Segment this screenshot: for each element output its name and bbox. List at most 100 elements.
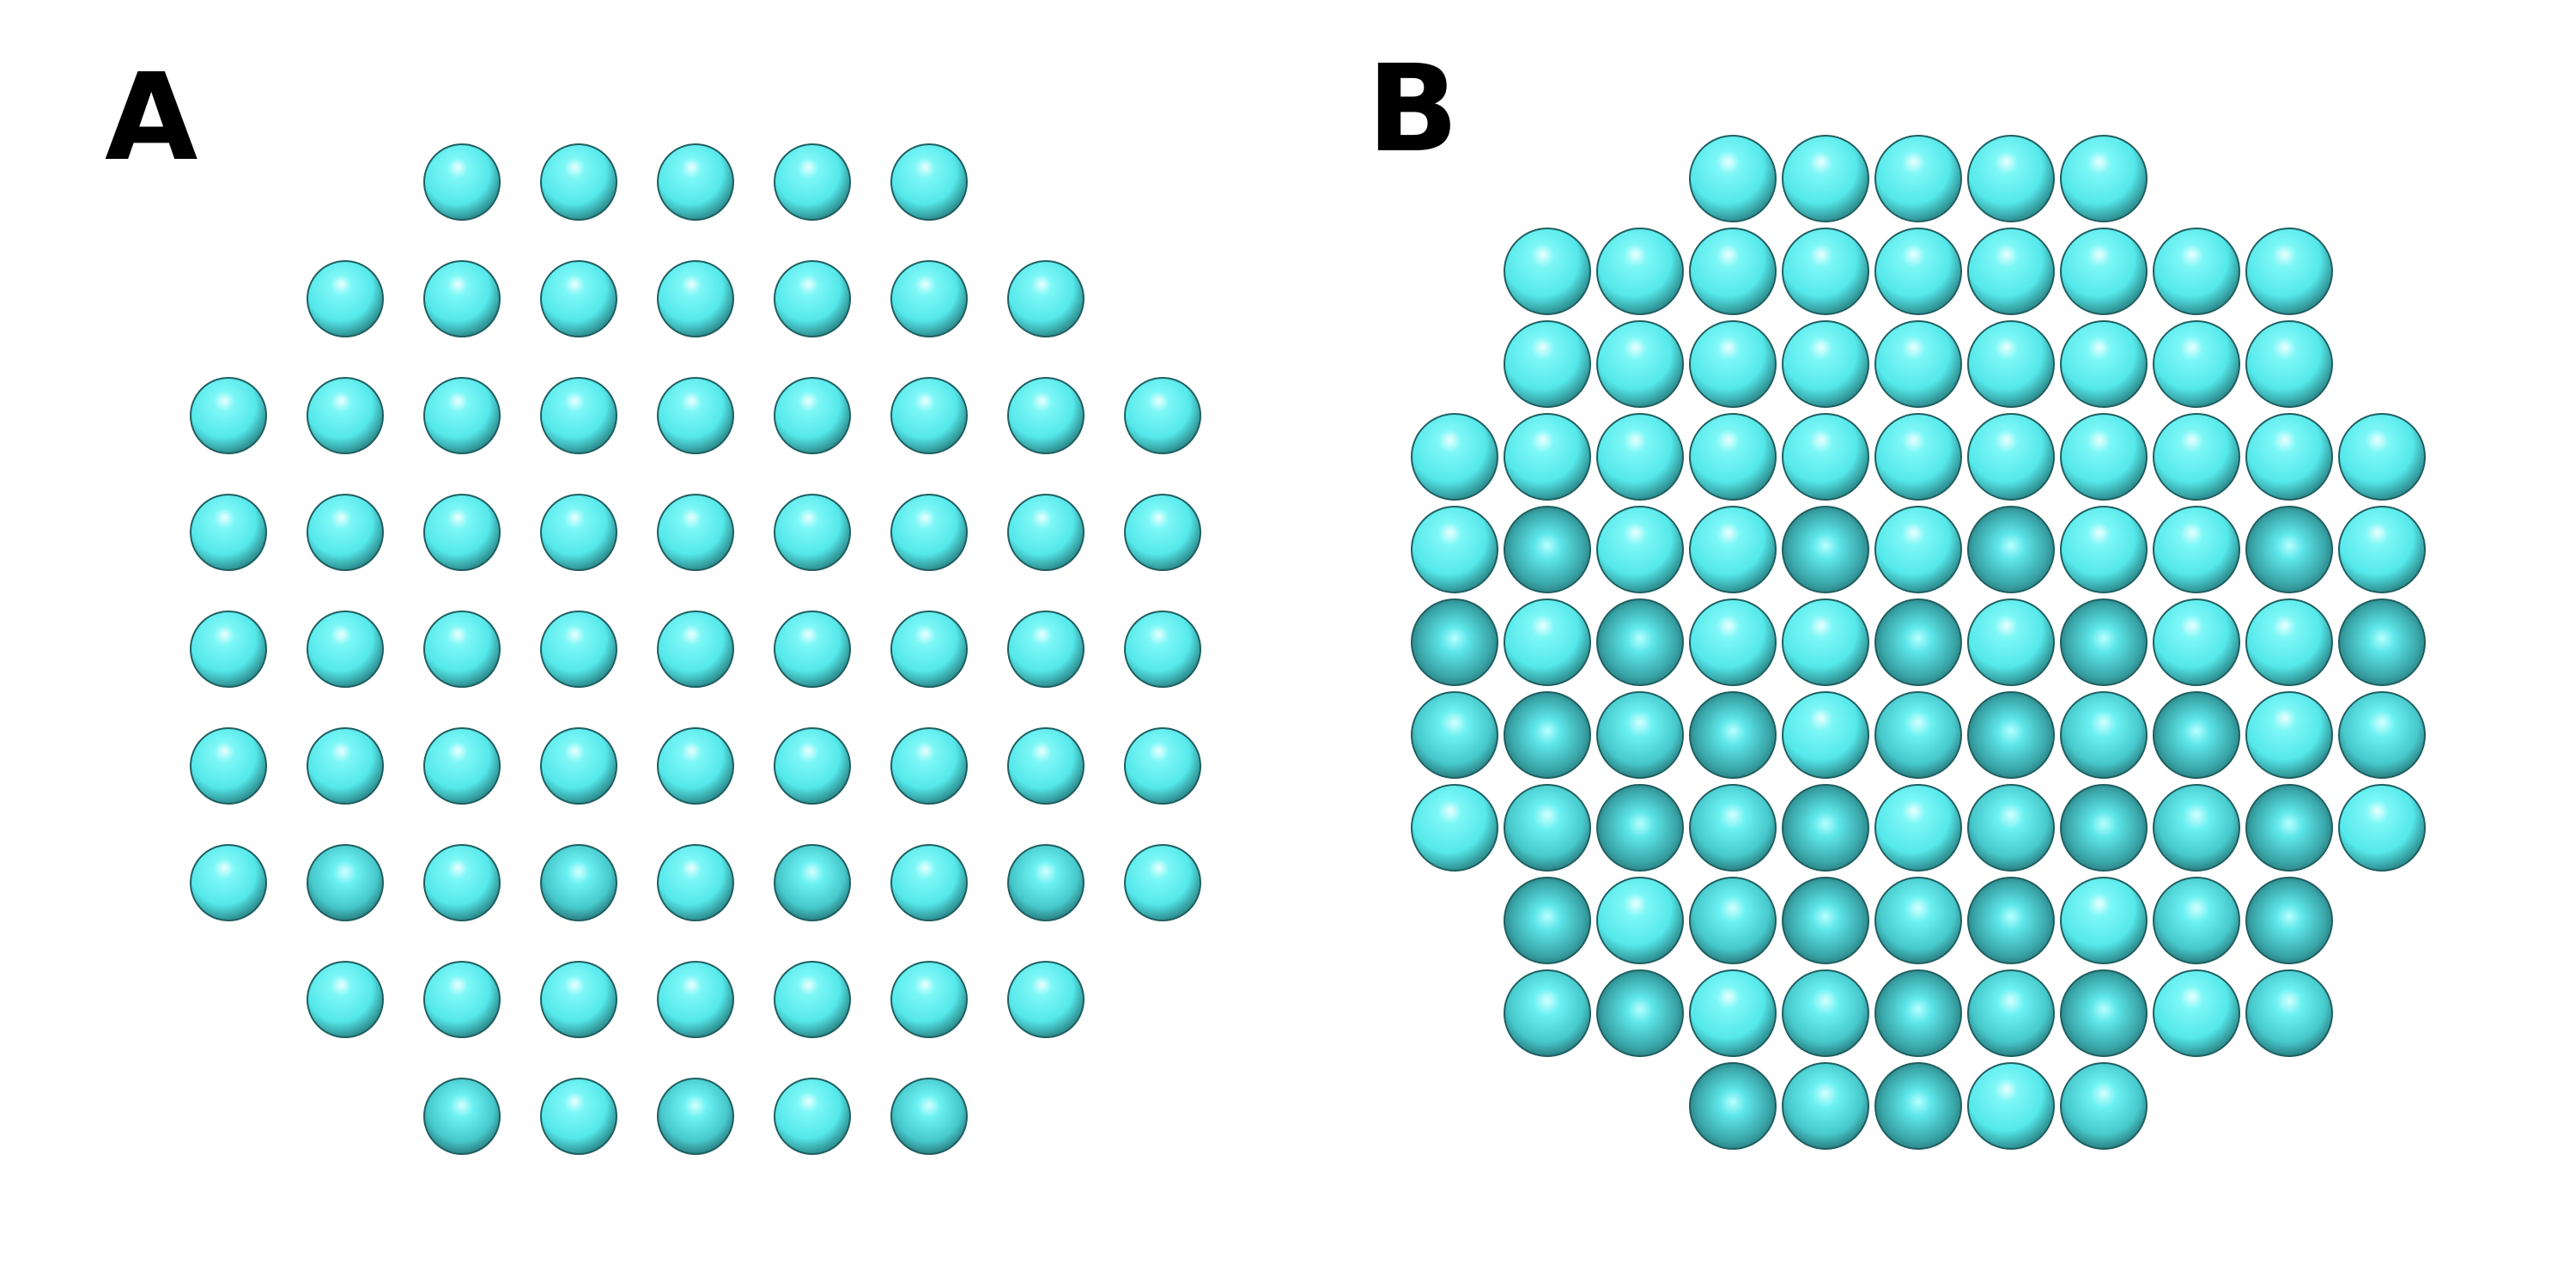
sphere: [1596, 320, 1684, 408]
sphere: [1782, 598, 1869, 686]
sphere: [774, 1078, 851, 1155]
sphere: [423, 494, 501, 571]
sphere: [190, 494, 267, 571]
sphere: [1689, 413, 1777, 501]
sphere: [307, 377, 384, 454]
sphere: [2338, 413, 2426, 501]
sphere: [1411, 691, 1498, 779]
sphere: [190, 844, 267, 921]
sphere: [2245, 784, 2333, 872]
sphere: [1874, 506, 1962, 593]
sphere: [1689, 691, 1777, 779]
sphere: [1596, 598, 1684, 686]
sphere: [657, 961, 734, 1038]
sphere: [1504, 228, 1591, 315]
sphere: [1504, 691, 1591, 779]
sphere: [1967, 877, 2055, 964]
sphere: [1689, 784, 1777, 872]
sphere: [540, 377, 617, 454]
sphere: [2245, 320, 2333, 408]
sphere: [1874, 413, 1962, 501]
sphere: [2245, 598, 2333, 686]
sphere: [1874, 320, 1962, 408]
sphere: [1596, 877, 1684, 964]
sphere: [2245, 228, 2333, 315]
sphere: [657, 143, 734, 221]
sphere: [2060, 691, 2148, 779]
sphere: [540, 143, 617, 221]
sphere: [1874, 598, 1962, 686]
sphere: [1874, 784, 1962, 872]
sphere: [1782, 1062, 1869, 1150]
sphere: [190, 611, 267, 688]
sphere: [2245, 413, 2333, 501]
sphere: [540, 260, 617, 337]
sphere: [1689, 135, 1777, 222]
sphere: [1007, 961, 1084, 1038]
sphere: [1689, 877, 1777, 964]
sphere: [540, 727, 617, 805]
sphere: [307, 260, 384, 337]
sphere: [1967, 135, 2055, 222]
sphere: [540, 494, 617, 571]
sphere: [1124, 377, 1201, 454]
sphere: [423, 844, 501, 921]
sphere: [2060, 1062, 2148, 1150]
sphere: [1689, 969, 1777, 1057]
sphere: [1874, 228, 1962, 315]
sphere: [1689, 506, 1777, 593]
sphere: [774, 377, 851, 454]
sphere: [540, 961, 617, 1038]
sphere: [657, 611, 734, 688]
sphere: [1782, 320, 1869, 408]
sphere: [1596, 506, 1684, 593]
sphere: [423, 1078, 501, 1155]
sphere: [1967, 969, 2055, 1057]
sphere: [890, 844, 968, 921]
sphere: [2245, 506, 2333, 593]
sphere: [2338, 691, 2426, 779]
sphere: [657, 727, 734, 805]
sphere: [1007, 844, 1084, 921]
sphere: [1596, 228, 1684, 315]
sphere: [1967, 228, 2055, 315]
sphere: [774, 611, 851, 688]
sphere: [2153, 784, 2240, 872]
sphere: [2060, 969, 2148, 1057]
sphere: [423, 961, 501, 1038]
sphere: [2060, 877, 2148, 964]
sphere: [657, 1078, 734, 1155]
sphere: [2338, 598, 2426, 686]
sphere: [657, 844, 734, 921]
sphere: [1504, 784, 1591, 872]
sphere: [774, 260, 851, 337]
sphere: [1967, 320, 2055, 408]
sphere: [774, 844, 851, 921]
sphere: [1411, 598, 1498, 686]
sphere: [2060, 228, 2148, 315]
sphere: [2338, 506, 2426, 593]
sphere: [2060, 135, 2148, 222]
sphere: [890, 143, 968, 221]
sphere: [1782, 691, 1869, 779]
sphere: [307, 844, 384, 921]
sphere: [1411, 506, 1498, 593]
sphere: [1689, 1062, 1777, 1150]
sphere: [2060, 506, 2148, 593]
sphere: [890, 611, 968, 688]
sphere: [2060, 320, 2148, 408]
sphere: [2245, 969, 2333, 1057]
sphere: [1967, 506, 2055, 593]
sphere: [890, 961, 968, 1038]
sphere: [774, 727, 851, 805]
sphere: [2338, 784, 2426, 872]
sphere: [307, 611, 384, 688]
sphere: [540, 611, 617, 688]
sphere: [657, 260, 734, 337]
sphere: [774, 961, 851, 1038]
sphere: [423, 143, 501, 221]
sphere: [1504, 877, 1591, 964]
sphere: [307, 727, 384, 805]
sphere: [540, 1078, 617, 1155]
sphere: [2153, 877, 2240, 964]
